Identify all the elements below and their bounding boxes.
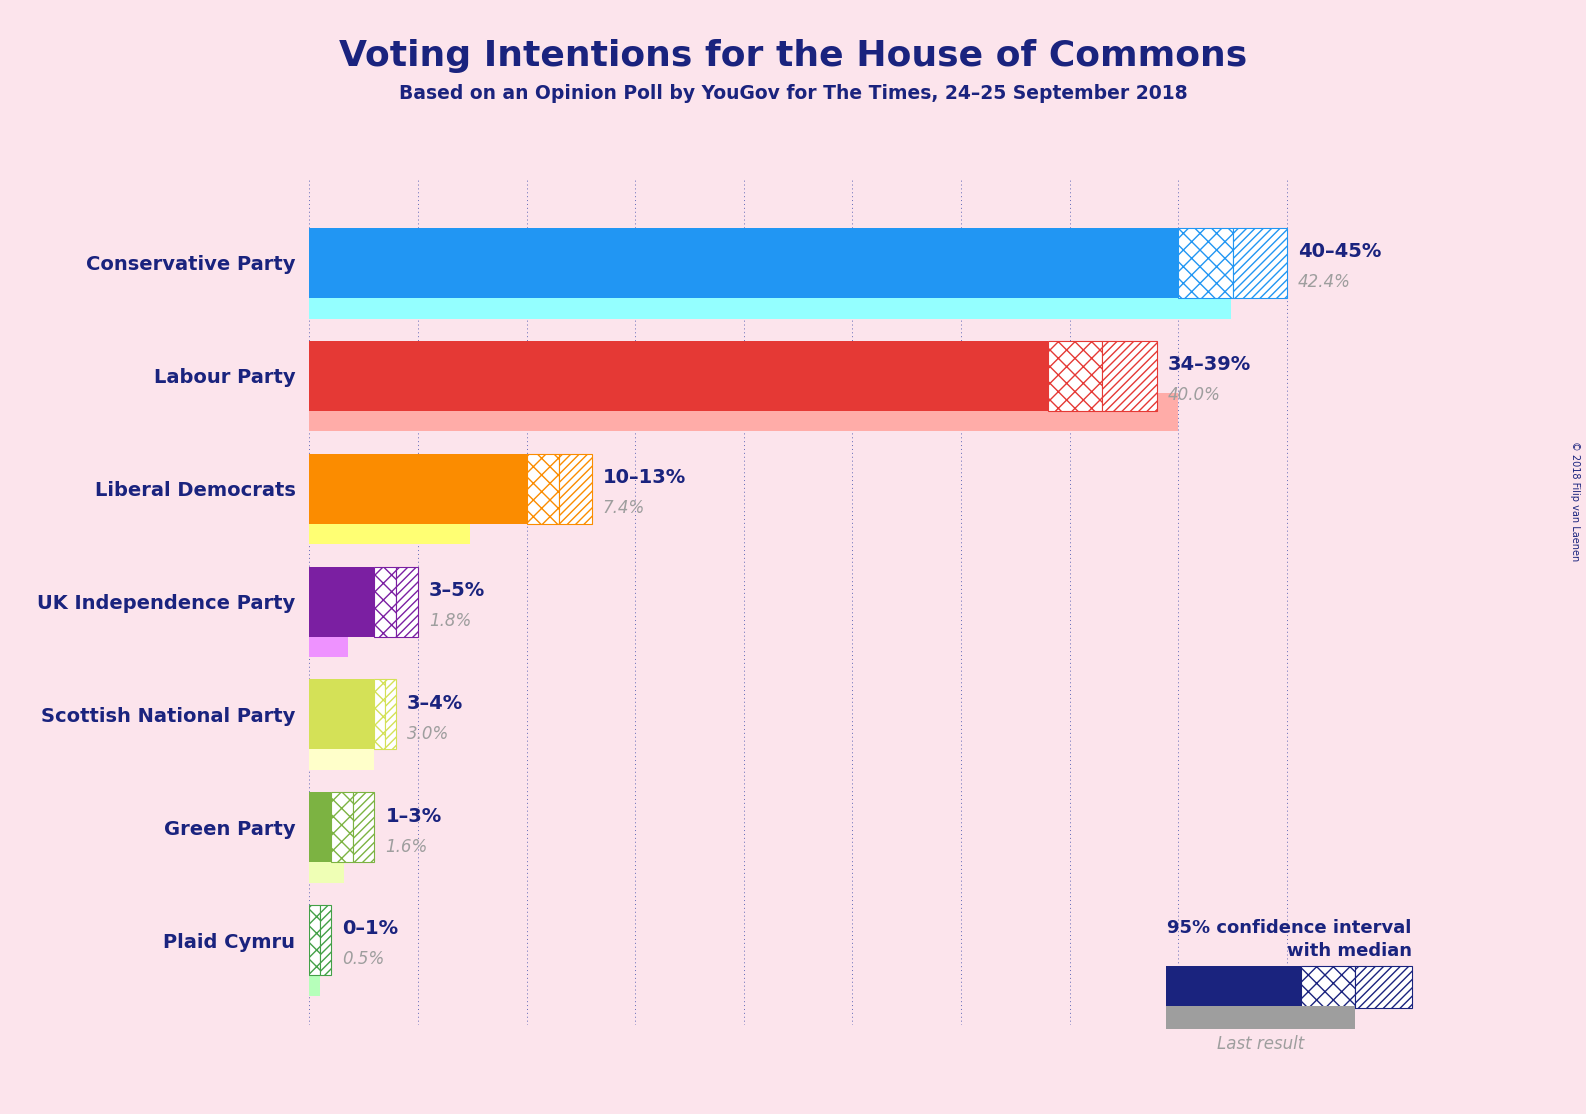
Text: 1.8%: 1.8% — [428, 612, 471, 629]
Bar — [309, 506, 469, 545]
Bar — [309, 957, 320, 996]
Bar — [320, 906, 331, 975]
Bar — [374, 567, 396, 636]
Bar — [309, 341, 1048, 411]
Text: 3–5%: 3–5% — [428, 580, 485, 599]
Text: Last result: Last result — [1216, 1035, 1304, 1053]
Bar — [309, 618, 349, 657]
Bar — [309, 906, 320, 975]
Text: 1–3%: 1–3% — [385, 807, 441, 825]
Text: 3.0%: 3.0% — [408, 724, 449, 743]
Bar — [331, 792, 352, 862]
Bar — [1232, 228, 1288, 297]
Bar — [396, 567, 419, 636]
Text: © 2018 Filip van Laenen: © 2018 Filip van Laenen — [1570, 441, 1580, 561]
Bar — [309, 732, 374, 770]
Bar — [309, 453, 527, 524]
Text: 0–1%: 0–1% — [343, 919, 398, 938]
Text: 34–39%: 34–39% — [1167, 355, 1251, 374]
Bar — [352, 792, 374, 862]
Bar — [309, 844, 344, 883]
Bar — [309, 680, 374, 750]
Text: 95% confidence interval
with median: 95% confidence interval with median — [1167, 919, 1412, 960]
Bar — [309, 393, 1178, 431]
Bar — [527, 453, 560, 524]
Bar — [374, 680, 385, 750]
Text: 40.0%: 40.0% — [1167, 385, 1220, 404]
Text: Based on an Opinion Poll by YouGov for The Times, 24–25 September 2018: Based on an Opinion Poll by YouGov for T… — [398, 84, 1188, 102]
Text: 42.4%: 42.4% — [1297, 273, 1351, 291]
Bar — [1178, 228, 1232, 297]
Text: 40–45%: 40–45% — [1297, 242, 1381, 261]
Text: 7.4%: 7.4% — [603, 499, 646, 517]
Text: 0.5%: 0.5% — [343, 950, 384, 968]
Bar — [309, 792, 331, 862]
Text: 10–13%: 10–13% — [603, 468, 685, 487]
Bar — [309, 567, 374, 636]
Bar — [1048, 341, 1102, 411]
Text: 3–4%: 3–4% — [408, 694, 463, 713]
Text: Voting Intentions for the House of Commons: Voting Intentions for the House of Commo… — [339, 39, 1247, 74]
Text: 1.6%: 1.6% — [385, 838, 428, 856]
Bar — [309, 228, 1178, 297]
Bar — [560, 453, 592, 524]
Bar — [309, 280, 1231, 319]
Bar — [385, 680, 396, 750]
Bar — [1102, 341, 1156, 411]
